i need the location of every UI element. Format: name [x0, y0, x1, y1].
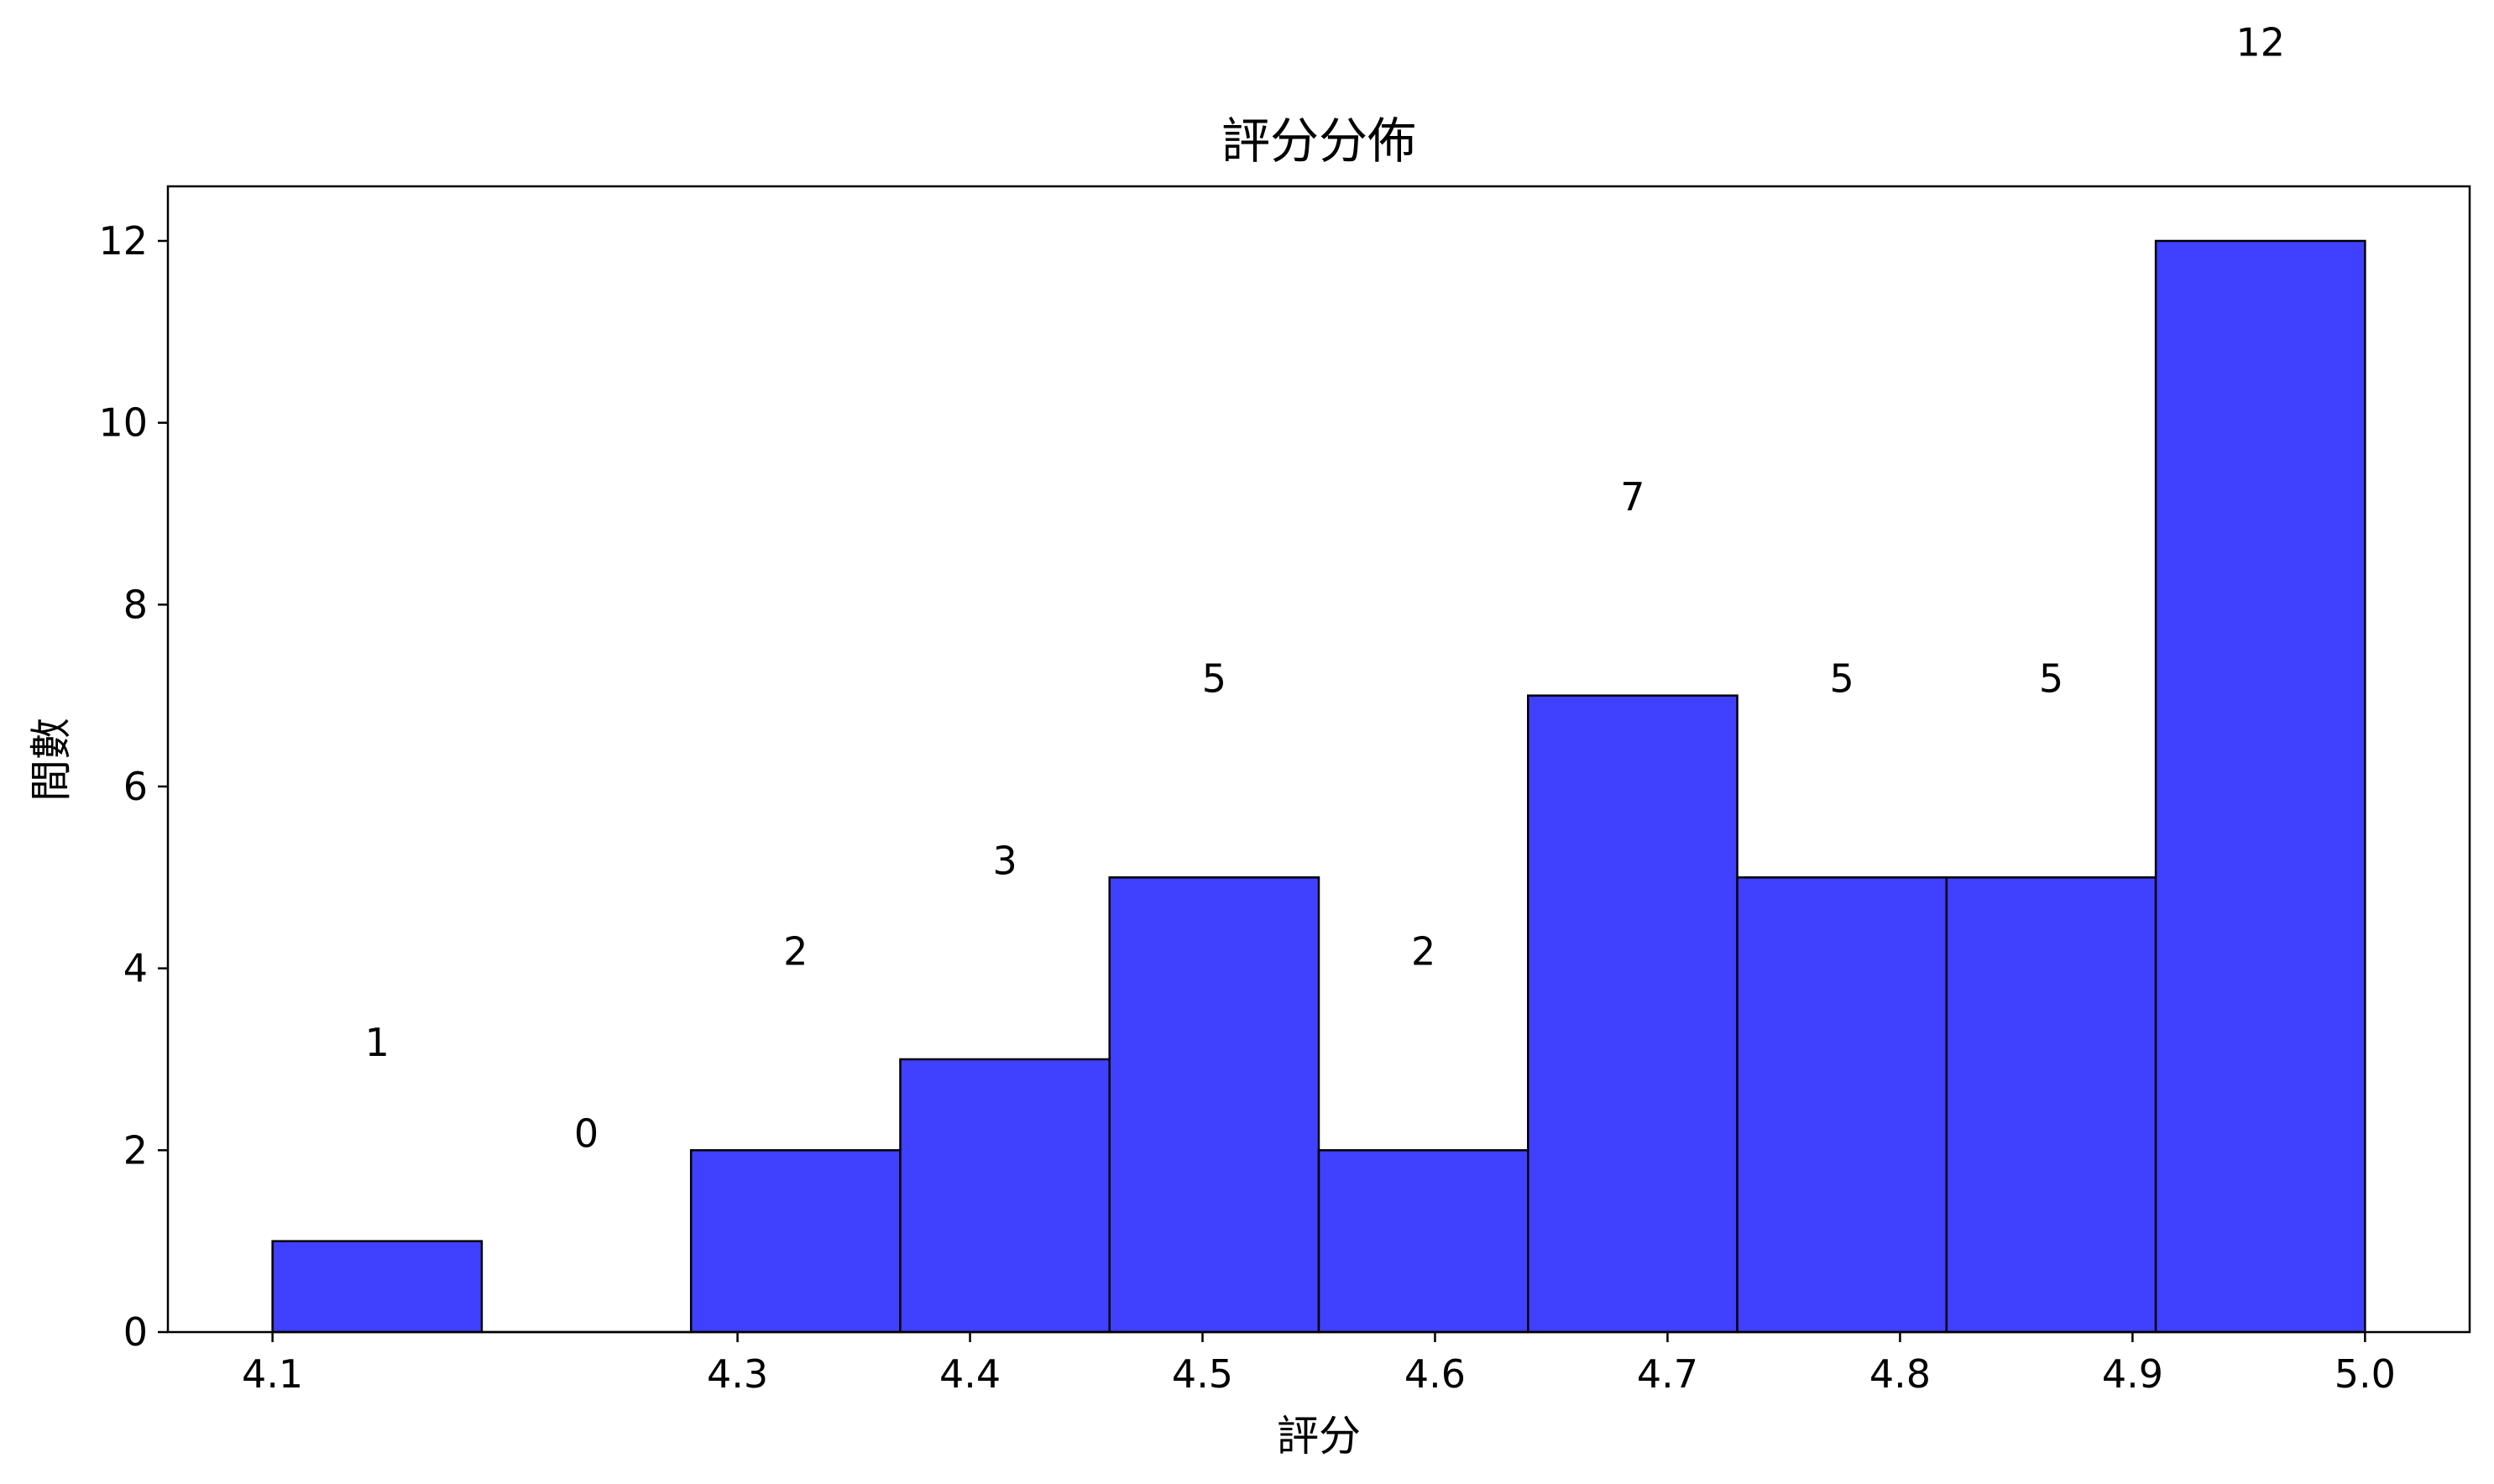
histogram-bar [271, 1240, 484, 1334]
x-tick-label: 4.5 [1172, 1351, 1233, 1397]
bar-value-label: 5 [2039, 656, 2063, 702]
y-tick-label: 6 [123, 764, 148, 809]
histogram-bar [1317, 1149, 1529, 1334]
histogram-bar [1527, 694, 1738, 1334]
plot-frame [166, 185, 2471, 1334]
x-tick-label: 4.9 [2102, 1351, 2163, 1397]
y-tick-label: 0 [123, 1309, 148, 1355]
bar-value-label: 3 [992, 838, 1017, 883]
bar-value-label: 1 [365, 1020, 390, 1065]
y-tick-label: 12 [98, 218, 148, 264]
histogram-bar [689, 1149, 902, 1334]
y-axis: 0 2 4 6 8 10 12 [98, 218, 168, 1355]
y-tick-label: 2 [123, 1127, 148, 1173]
y-tick-label: 10 [98, 400, 148, 446]
bar-value-label: 7 [1620, 474, 1644, 520]
data-labels-layer: 1 0 2 3 5 2 7 5 5 12 [365, 19, 2285, 1156]
x-tick-label: 4.1 [242, 1351, 303, 1397]
y-tick-label: 8 [123, 582, 148, 627]
bar-value-label: 5 [1202, 656, 1226, 702]
x-tick-label: 5.0 [2335, 1351, 2396, 1397]
x-axis: 4.1 4.3 4.4 4.5 4.6 4.7 4.8 4.9 5.0 [242, 1332, 2396, 1397]
histogram-bar [899, 1058, 1111, 1334]
x-axis-label: 評分 [1277, 1412, 1361, 1460]
chart-title: 評分分佈 [1221, 112, 1416, 170]
bar-value-label: 12 [2235, 19, 2285, 65]
y-axis-label: 間數 [27, 718, 76, 802]
bar-value-label: 2 [1411, 929, 1435, 975]
bars-layer [271, 239, 2366, 1334]
bar-value-label: 5 [1830, 656, 1854, 702]
x-tick-label: 4.4 [939, 1351, 1001, 1397]
y-tick-label: 4 [123, 946, 148, 991]
bar-value-label: 2 [783, 929, 808, 975]
bar-value-label: 0 [574, 1110, 599, 1156]
x-tick-label: 4.8 [1869, 1351, 1931, 1397]
x-tick-label: 4.3 [707, 1351, 768, 1397]
histogram-bar [1945, 876, 2157, 1334]
histogram-bar [1736, 876, 1948, 1334]
histogram-bar [1108, 876, 1320, 1334]
x-tick-label: 4.7 [1637, 1351, 1698, 1397]
x-tick-label: 4.6 [1404, 1351, 1466, 1397]
histogram-bar [2154, 239, 2366, 1334]
